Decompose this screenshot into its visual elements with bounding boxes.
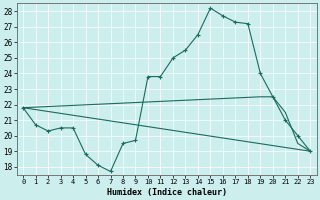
X-axis label: Humidex (Indice chaleur): Humidex (Indice chaleur) — [107, 188, 227, 197]
